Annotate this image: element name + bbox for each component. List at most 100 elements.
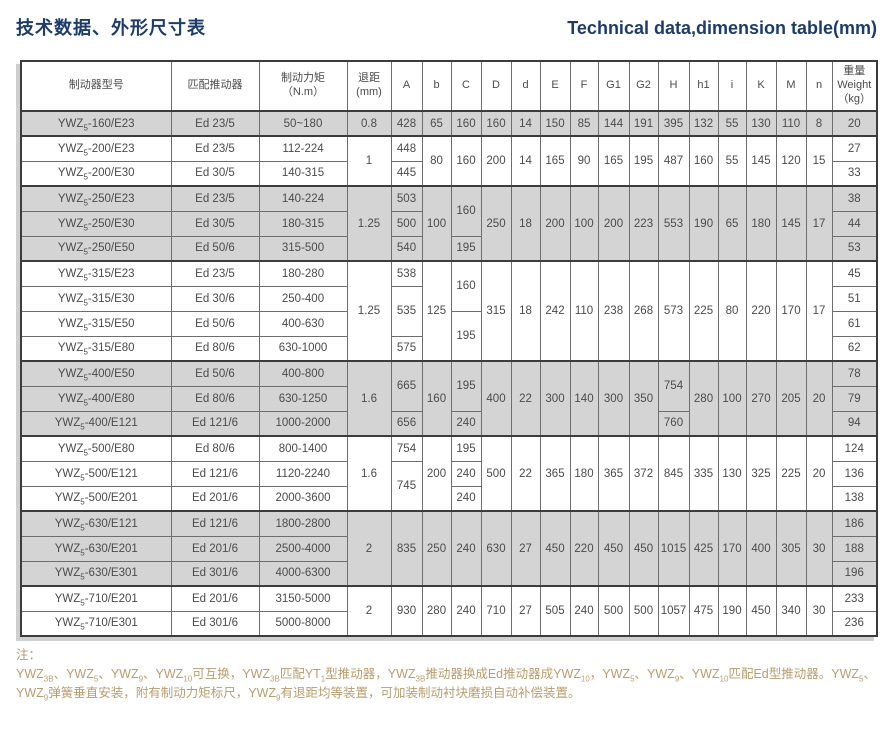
table-row: YWZ5-315/E80 Ed 80/6 630-1000 575 62 xyxy=(20,335,878,362)
cell-torque: 180-315 xyxy=(258,210,348,237)
col-header-G2: G2 xyxy=(628,60,659,112)
cell-G1: 300 xyxy=(597,360,630,437)
cell-thruster: Ed 80/6 xyxy=(170,435,260,462)
cell-A: 665 xyxy=(390,360,423,412)
cell-A: 656 xyxy=(390,410,423,437)
cell-model: YWZ5-315/E80 xyxy=(20,335,172,362)
col-header-model: 制动器型号 xyxy=(20,60,172,112)
cell-thruster: Ed 30/5 xyxy=(170,210,260,237)
cell-i: 55 xyxy=(717,110,747,137)
cell-torque: 180-280 xyxy=(258,260,348,287)
cell-thruster: Ed 50/6 xyxy=(170,360,260,387)
cell-G2: 191 xyxy=(628,110,659,137)
cell-b: 280 xyxy=(421,585,452,637)
cell-n: 30 xyxy=(805,585,833,637)
table-row: YWZ5-710/E301 Ed 301/6 5000-8000 236 xyxy=(20,610,878,637)
cell-torque: 1120-2240 xyxy=(258,460,348,487)
cell-model: YWZ5-500/E80 xyxy=(20,435,172,462)
cell-model: YWZ5-710/E301 xyxy=(20,610,172,637)
cell-retreat: 1.6 xyxy=(346,435,392,512)
table-row: YWZ5-630/E201 Ed 201/6 2500-4000 188 xyxy=(20,535,878,562)
cell-D: 160 xyxy=(480,110,512,137)
cell-torque: 3150-5000 xyxy=(258,585,348,612)
col-header-i: i xyxy=(717,60,747,112)
cell-d: 27 xyxy=(510,510,541,587)
cell-n: 30 xyxy=(805,510,833,587)
table-row: YWZ5-400/E50 Ed 50/6 400-800 1.6 665 160 195 40… xyxy=(20,360,878,437)
cell-A: 448 xyxy=(390,135,423,162)
cell-A: 930 xyxy=(390,585,423,637)
cell-thruster: Ed 301/6 xyxy=(170,560,260,587)
cell-model: YWZ5-315/E30 xyxy=(20,285,172,312)
cell-G1: 144 xyxy=(597,110,630,137)
cell-d: 18 xyxy=(510,260,541,362)
cell-model: YWZ5-400/E80 xyxy=(20,385,172,412)
cell-retreat: 0.8 xyxy=(346,110,392,137)
cell-weight: 20 xyxy=(831,110,878,137)
cell-E: 165 xyxy=(539,135,571,187)
cell-retreat: 1.6 xyxy=(346,360,392,437)
cell-b: 160 xyxy=(421,360,452,437)
cell-M: 225 xyxy=(775,435,807,512)
cell-retreat: 1 xyxy=(346,135,392,187)
cell-torque: 5000-8000 xyxy=(258,610,348,637)
cell-model: YWZ5-630/E121 xyxy=(20,510,172,537)
cell-M: 145 xyxy=(775,185,807,262)
cell-b: 65 xyxy=(421,110,452,137)
cell-G2: 500 xyxy=(628,585,659,637)
cell-b: 100 xyxy=(421,185,452,262)
cell-retreat: 1.25 xyxy=(346,185,392,262)
table-row: YWZ5-500/E121 Ed 121/6 1120-2240 745 240 136 xyxy=(20,460,878,512)
cell-G2: 350 xyxy=(628,360,659,437)
cell-K: 450 xyxy=(745,585,777,637)
cell-K: 180 xyxy=(745,185,777,262)
cell-weight: 136 xyxy=(831,460,878,487)
cell-H: 573 xyxy=(657,260,690,362)
cell-F: 240 xyxy=(569,585,599,637)
table-row: YWZ5-200/E23 Ed 23/5 112-224 1 448 80 160 200 14… xyxy=(20,135,878,187)
cell-torque: 630-1250 xyxy=(258,385,348,412)
cell-thruster: Ed 80/6 xyxy=(170,385,260,412)
cell-model: YWZ5-400/E121 xyxy=(20,410,172,437)
cell-K: 325 xyxy=(745,435,777,512)
cell-G1: 200 xyxy=(597,185,630,262)
cell-M: 205 xyxy=(775,360,807,437)
cell-n: 20 xyxy=(805,435,833,512)
cell-weight: 138 xyxy=(831,485,878,512)
cell-weight: 38 xyxy=(831,185,878,212)
cell-C: 195 xyxy=(450,360,482,412)
cell-thruster: Ed 301/6 xyxy=(170,610,260,637)
cell-K: 400 xyxy=(745,510,777,587)
cell-G1: 450 xyxy=(597,510,630,587)
cell-i: 190 xyxy=(717,585,747,637)
cell-A: 540 xyxy=(390,235,423,262)
title-bar: 技术数据、外形尺寸表 Technical data,dimension tabl… xyxy=(16,14,877,40)
cell-H: 1057 xyxy=(657,585,690,637)
col-header-K: K xyxy=(745,60,777,112)
cell-i: 170 xyxy=(717,510,747,587)
cell-d: 14 xyxy=(510,110,541,137)
cell-M: 305 xyxy=(775,510,807,587)
cell-D: 200 xyxy=(480,135,512,187)
table-row: YWZ5-710/E201 Ed 201/6 3150-5000 2 930 280 240… xyxy=(20,585,878,637)
cell-i: 65 xyxy=(717,185,747,262)
cell-model: YWZ5-630/E201 xyxy=(20,535,172,562)
cell-d: 18 xyxy=(510,185,541,262)
cell-torque: 630-1000 xyxy=(258,335,348,362)
cell-A: 538 xyxy=(390,260,423,287)
cell-E: 505 xyxy=(539,585,571,637)
cell-d: 27 xyxy=(510,585,541,637)
cell-b: 125 xyxy=(421,260,452,362)
table-row: YWZ5-315/E23 Ed 23/5 180-280 1.25 538 125 160 3… xyxy=(20,260,878,362)
cell-n: 15 xyxy=(805,135,833,187)
cell-weight: 186 xyxy=(831,510,878,537)
cell-thruster: Ed 30/5 xyxy=(170,160,260,187)
cell-H: 1015 xyxy=(657,510,690,587)
cell-E: 300 xyxy=(539,360,571,437)
cell-model: YWZ5-200/E23 xyxy=(20,135,172,162)
col-header-M: M xyxy=(775,60,807,112)
cell-model: YWZ5-315/E23 xyxy=(20,260,172,287)
cell-weight: 196 xyxy=(831,560,878,587)
